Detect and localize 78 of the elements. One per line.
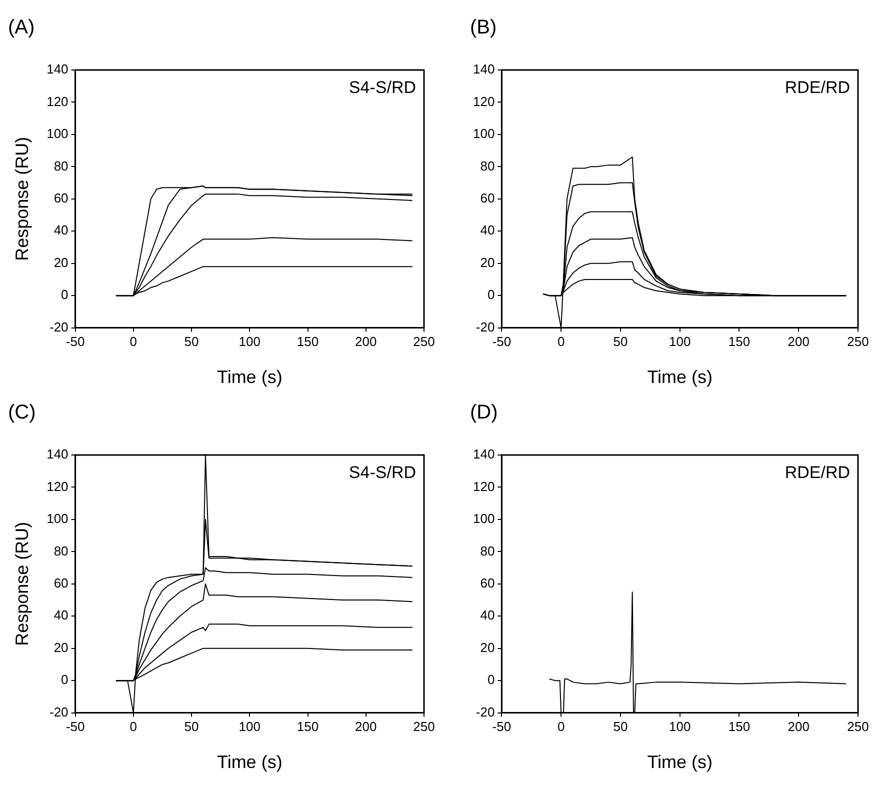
x-tick-label: -50 — [66, 334, 85, 350]
x-tick-label: 200 — [355, 719, 377, 734]
x-tick-label: 200 — [355, 334, 377, 350]
x-tick-label: 50 — [184, 334, 199, 350]
y-tick-label: 20 — [54, 254, 68, 270]
y-tick-label: 100 — [472, 511, 495, 526]
x-axis-title: Time (s) — [216, 367, 282, 388]
y-axis-title: Response (RU) — [12, 522, 32, 646]
y-tick-label: 120 — [472, 94, 495, 109]
y-tick-label: 140 — [46, 62, 68, 77]
y-tick-label: 100 — [46, 511, 68, 526]
x-tick-label: 250 — [847, 719, 869, 734]
y-tick-label: 60 — [54, 190, 68, 206]
x-tick-label: 200 — [788, 334, 810, 350]
x-tick-label: 100 — [668, 719, 691, 734]
x-tick-label: 150 — [728, 719, 750, 734]
x-tick-label: 50 — [613, 334, 628, 350]
y-tick-label: 140 — [472, 62, 495, 77]
x-tick-label: 250 — [847, 334, 869, 350]
y-tick-label: -20 — [49, 319, 68, 334]
y-tick-label: -20 — [476, 319, 495, 334]
annotation: RDE/RD — [784, 78, 850, 98]
chart-title: (B) — [470, 16, 497, 39]
y-tick-label: 40 — [480, 222, 495, 238]
x-tick-label: -50 — [492, 334, 512, 350]
y-tick-label: 40 — [54, 222, 68, 238]
x-tick-label: 100 — [238, 719, 260, 734]
x-tick-label: -50 — [66, 719, 85, 734]
y-tick-label: 0 — [487, 287, 495, 302]
x-tick-label: 0 — [130, 719, 138, 734]
y-tick-label: 0 — [61, 287, 68, 302]
x-tick-label: 0 — [557, 719, 565, 734]
y-tick-label: 120 — [46, 478, 68, 494]
x-tick-label: 50 — [184, 719, 199, 734]
y-tick-label: 140 — [472, 446, 495, 462]
x-tick-label: 200 — [788, 719, 810, 734]
x-tick-label: 150 — [728, 334, 750, 350]
x-tick-label: 150 — [296, 719, 319, 734]
y-tick-label: -20 — [476, 704, 495, 720]
x-tick-label: 100 — [668, 334, 691, 350]
y-tick-label: 80 — [480, 543, 495, 558]
y-tick-label: 40 — [54, 608, 68, 623]
x-tick-label: 250 — [413, 334, 435, 350]
x-axis-title: Time (s) — [647, 752, 713, 772]
y-tick-label: 60 — [54, 575, 68, 590]
y-tick-label: 20 — [54, 640, 68, 655]
x-tick-label: 150 — [296, 334, 319, 350]
x-axis-title: Time (s) — [647, 367, 713, 388]
y-tick-label: 120 — [46, 94, 68, 109]
x-axis-title: Time (s) — [216, 752, 282, 772]
annotation: S4-S/RD — [348, 463, 416, 482]
y-tick-label: 80 — [54, 158, 68, 174]
y-tick-label: 0 — [61, 672, 68, 688]
annotation: S4-S/RD — [348, 78, 416, 98]
x-tick-label: 50 — [613, 719, 628, 734]
y-tick-label: 0 — [487, 672, 495, 688]
x-tick-label: 0 — [130, 334, 138, 350]
y-tick-label: 140 — [46, 446, 68, 462]
annotation: RDE/RD — [784, 463, 850, 482]
chart-title: (A) — [8, 16, 35, 39]
y-tick-label: -20 — [49, 704, 68, 720]
chart-title: (D) — [470, 402, 498, 424]
x-tick-label: 100 — [238, 334, 260, 350]
y-tick-label: 100 — [46, 126, 68, 142]
y-tick-label: 60 — [480, 190, 495, 206]
x-tick-label: -50 — [492, 719, 512, 734]
x-tick-label: 250 — [413, 719, 435, 734]
y-tick-label: 60 — [480, 575, 495, 590]
y-tick-label: 80 — [480, 158, 495, 174]
y-tick-label: 100 — [472, 126, 495, 142]
chart-title: (C) — [8, 402, 36, 424]
x-tick-label: 0 — [557, 334, 565, 350]
y-tick-label: 120 — [472, 478, 495, 494]
y-tick-label: 20 — [480, 254, 495, 270]
y-axis-title: Response (RU) — [12, 136, 32, 261]
y-tick-label: 40 — [480, 608, 495, 623]
y-tick-label: 80 — [54, 543, 68, 558]
y-tick-label: 20 — [480, 640, 495, 655]
